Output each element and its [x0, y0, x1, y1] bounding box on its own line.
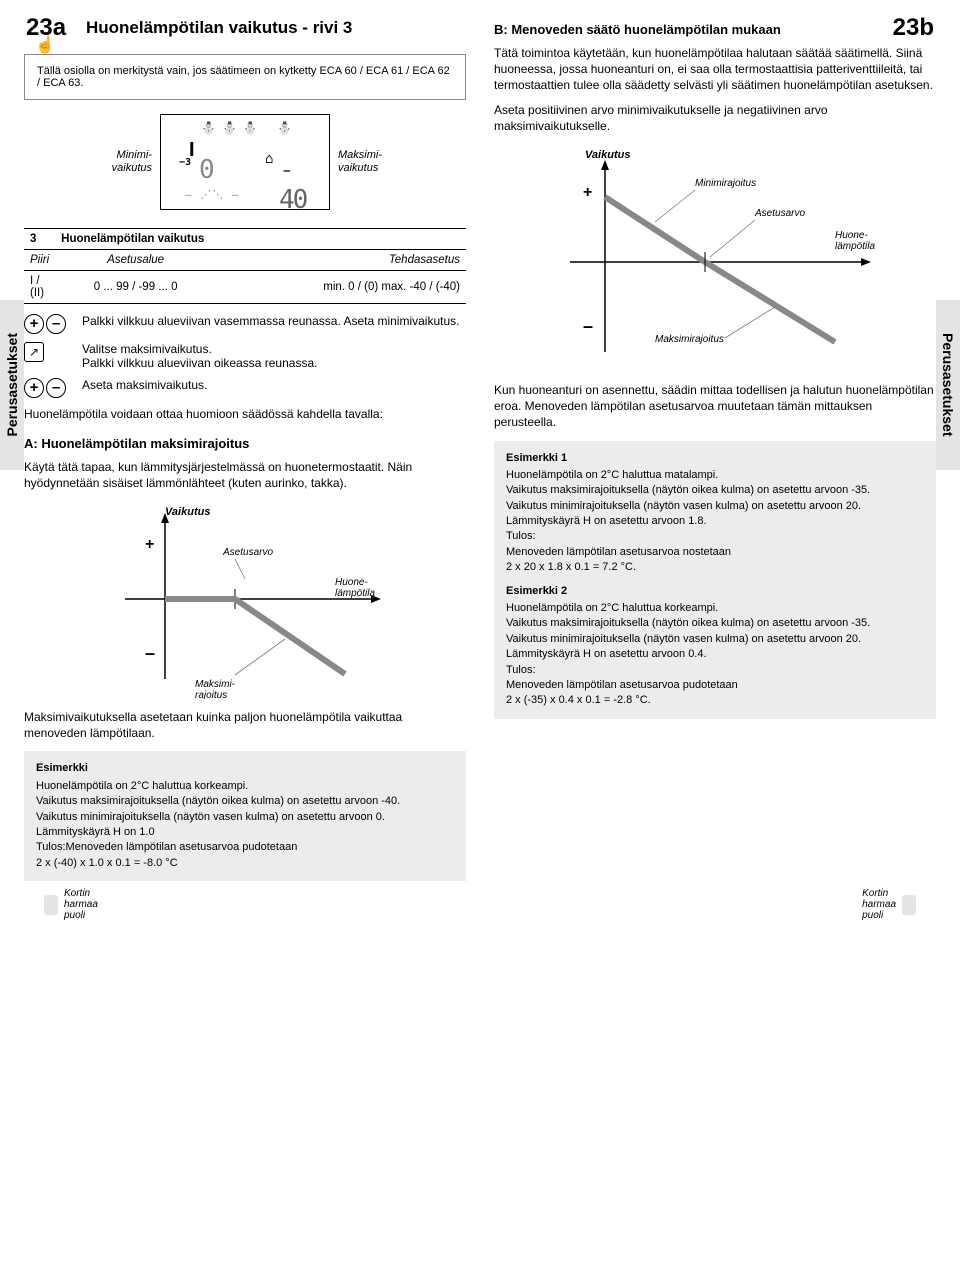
- lcd-display: ⛄⛄⛄ ⛄ I −3 0 ⌂ - 40 – ⋰⋱ –: [160, 114, 330, 210]
- example-box-right: Esimerkki 1 Huonelämpötila on 2°C halutt…: [494, 441, 936, 719]
- step-2-text: Valitse maksimivaikutus. Palkki vilkkuu …: [82, 342, 317, 370]
- arrow-button-icon: ↗: [24, 342, 44, 362]
- example1-line: Vaikutus minimirajoituksella (näytön vas…: [36, 810, 454, 825]
- table-h3: Tehdasasetus: [216, 249, 466, 270]
- para-b-after: Kun huoneanturi on asennettu, säädin mit…: [494, 382, 936, 431]
- example2-line: 2 x 20 x 1.8 x 0.1 = 7.2 °C.: [506, 560, 924, 575]
- plus-button-icon: +: [24, 378, 44, 398]
- footer-chip-icon: [902, 895, 916, 915]
- page-title: Huonelämpötilan vaikutus - rivi 3: [86, 18, 466, 38]
- settings-table: 3 Huonelämpötilan vaikutus Piiri Asetusa…: [24, 228, 466, 304]
- graph-a-vaikutus-label: Vaikutus: [165, 506, 210, 518]
- step-1-text: Palkki vilkkuu alueviivan vasemmassa reu…: [82, 314, 460, 328]
- example1-line: Lämmityskäyrä H on 1.0: [36, 825, 454, 840]
- step-3-text: Aseta maksimivaikutus.: [82, 378, 207, 392]
- left-column: Huonelämpötilan vaikutus - rivi 3 ☝ Täll…: [24, 18, 466, 891]
- hand-icon: ☝: [35, 35, 55, 55]
- lcd-bottom-bar: – ⋰⋱ –: [185, 188, 240, 201]
- step-3: + – Aseta maksimivaikutus.: [24, 378, 466, 398]
- graph-b-plus: +: [583, 184, 592, 201]
- graph-a: Vaikutus + – Asetusarvo Huone-lämpötila …: [24, 499, 466, 699]
- lcd-right-value: - 40: [279, 155, 329, 215]
- side-tab-left: Perusasetukset: [0, 300, 24, 470]
- example2-line: 2 x (-35) x 0.4 x 0.1 = -2.8 °C.: [506, 693, 924, 708]
- para-two-ways: Huonelämpötila voidaan ottaa huomioon sä…: [24, 406, 466, 422]
- graph-a-minus: –: [145, 643, 155, 663]
- graph-a-maksimi: Maksimi-rajoitus: [195, 679, 236, 699]
- example2-t1: Esimerkki 1: [506, 451, 924, 466]
- example1-line: 2 x (-40) x 1.0 x 0.1 = -8.0 °C: [36, 856, 454, 871]
- table-c3: min. 0 / (0) max. -40 / (-40): [216, 270, 466, 303]
- step-2: ↗ Valitse maksimivaikutus. Palkki vilkku…: [24, 342, 466, 370]
- note-box: ☝ Tällä osiolla on merkitystä vain, jos …: [24, 54, 466, 100]
- graph-b-minimi: Minimirajoitus: [695, 178, 756, 189]
- graph-b-vaikutus: Vaikutus: [585, 149, 630, 161]
- example2-line: Menoveden lämpötilan asetusarvoa nosteta…: [506, 545, 924, 560]
- section-b-heading: B: Menoveden säätö huonelämpötilan mukaa…: [494, 22, 936, 37]
- example2-line: Huonelämpötila on 2°C haluttua korkeampi…: [506, 601, 924, 616]
- table-c2: 0 ... 99 / -99 ... 0: [55, 270, 216, 303]
- table-h2: Asetusalue: [55, 249, 216, 270]
- example-box-left: Esimerkki Huonelämpötila on 2°C haluttua…: [24, 751, 466, 881]
- example1-line: Tulos:Menoveden lämpötilan asetusarvoa p…: [36, 840, 454, 855]
- section-b-body2: Aseta positiivinen arvo minimivaikutukse…: [494, 102, 936, 134]
- lcd-min-label: Minimi- vaikutus: [92, 149, 152, 173]
- example2-line: Lämmityskäyrä H on asetettu arvoon 0.4.: [506, 647, 924, 662]
- lcd-display-wrap: Minimi- vaikutus ⛄⛄⛄ ⛄ I −3 0 ⌂ - 40 – ⋰…: [24, 114, 466, 210]
- right-column: B: Menoveden säätö huonelämpötilan mukaa…: [494, 22, 936, 891]
- example1-line: Vaikutus maksimirajoituksella (näytön oi…: [36, 794, 454, 809]
- graph-b-huone: Huone-lämpötila: [835, 230, 875, 252]
- lcd-zero: 0: [199, 155, 213, 185]
- example2-line: Huonelämpötila on 2°C haluttua matalampi…: [506, 468, 924, 483]
- graph-b: Vaikutus + – Minimirajoitus Asetusarvo H…: [494, 142, 936, 372]
- footer-right-text: Kortin harmaa puoli: [862, 888, 896, 921]
- table-c1: I / (II): [24, 270, 55, 303]
- example2-line: Lämmityskäyrä H on asetettu arvoon 1.8.: [506, 514, 924, 529]
- example2-line: Vaikutus minimirajoituksella (näytön vas…: [506, 632, 924, 647]
- footer-chip-icon: [44, 895, 58, 915]
- example2-line: Vaikutus maksimirajoituksella (näytön oi…: [506, 616, 924, 631]
- table-h1: Piiri: [24, 249, 55, 270]
- section-a-body: Käytä tätä tapaa, kun lämmitysjärjestelm…: [24, 459, 466, 491]
- graph-b-maksimi: Maksimirajoitus: [655, 334, 724, 345]
- footer-left: Kortin harmaa puoli: [44, 888, 98, 921]
- step-1: + – Palkki vilkkuu alueviivan vasemmassa…: [24, 314, 466, 334]
- minus-button-icon: –: [46, 314, 66, 334]
- para-a-after: Maksimivaikutuksella asetetaan kuinka pa…: [24, 709, 466, 741]
- section-a-heading: A: Huonelämpötilan maksimirajoitus: [24, 436, 466, 451]
- plus-button-icon: +: [24, 314, 44, 334]
- page-number-right: 23b: [893, 14, 934, 42]
- lcd-top-icons: ⛄⛄⛄ ⛄: [201, 121, 298, 135]
- note-text: Tällä osiolla on merkitystä vain, jos sä…: [37, 65, 450, 89]
- example1-line: Huonelämpötila on 2°C haluttua korkeampi…: [36, 779, 454, 794]
- example2-line: Vaikutus maksimirajoituksella (näytön oi…: [506, 483, 924, 498]
- minus-button-icon: –: [46, 378, 66, 398]
- example2-line: Vaikutus minimirajoituksella (näytön vas…: [506, 499, 924, 514]
- table-title: Huonelämpötilan vaikutus: [55, 228, 466, 249]
- section-b-body1: Tätä toimintoa käytetään, kun huonelämpö…: [494, 45, 936, 94]
- example2-line: Tulos:: [506, 663, 924, 678]
- lcd-minus3: −3: [179, 157, 191, 168]
- footer-right: Kortin harmaa puoli: [862, 888, 916, 921]
- graph-a-asetusarvo: Asetusarvo: [222, 547, 273, 558]
- graph-a-huone: Huone-lämpötila: [335, 577, 375, 599]
- example1-title: Esimerkki: [36, 761, 454, 776]
- lcd-home-icon: ⌂: [265, 151, 273, 167]
- example2-t2: Esimerkki 2: [506, 584, 924, 599]
- table-row-num: 3: [24, 228, 55, 249]
- graph-b-asetusarvo: Asetusarvo: [754, 208, 805, 219]
- example2-line: Menoveden lämpötilan asetusarvoa pudotet…: [506, 678, 924, 693]
- graph-a-plus: +: [145, 536, 154, 553]
- lcd-max-label: Maksimi- vaikutus: [338, 149, 398, 173]
- example2-line: Tulos:: [506, 529, 924, 544]
- footer-left-text: Kortin harmaa puoli: [64, 888, 98, 921]
- graph-b-minus: –: [583, 316, 593, 336]
- side-tab-right: Perusasetukset: [936, 300, 960, 470]
